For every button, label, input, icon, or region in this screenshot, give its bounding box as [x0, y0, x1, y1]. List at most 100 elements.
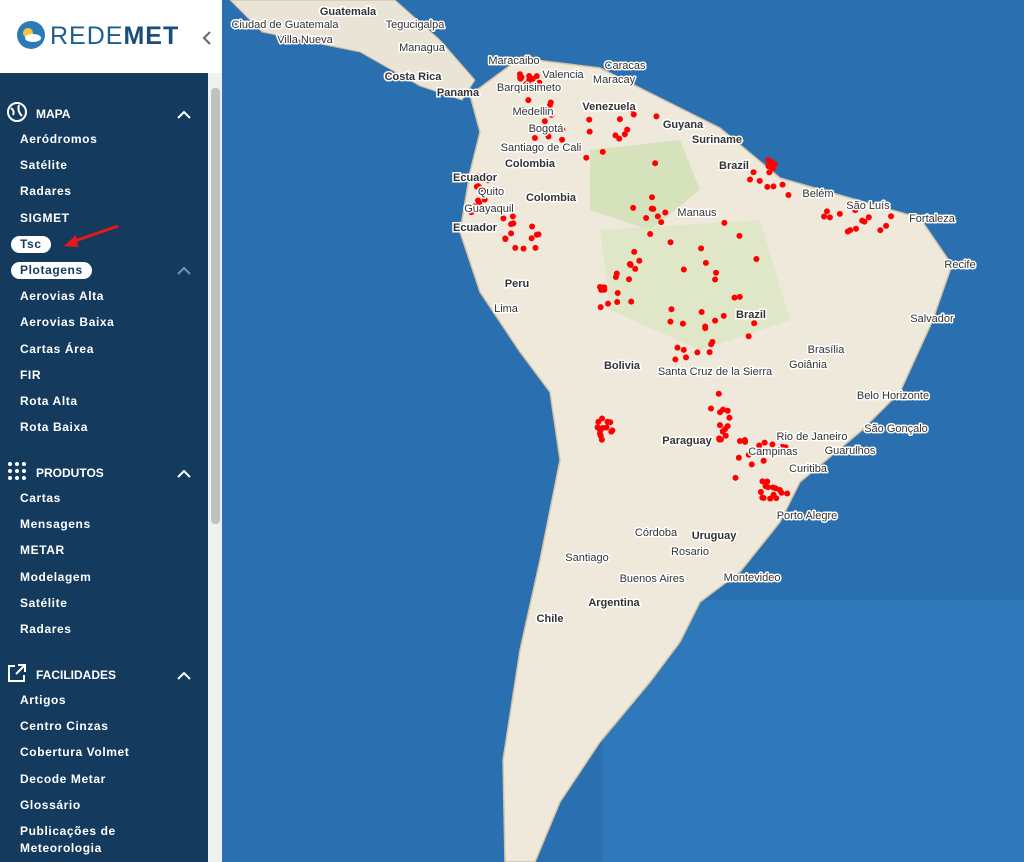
storm-marker[interactable]: [586, 116, 593, 123]
storm-marker[interactable]: [630, 204, 637, 211]
menu-item[interactable]: Cartas Área: [20, 341, 94, 356]
chevron[interactable]: [177, 266, 191, 276]
storm-marker[interactable]: [629, 106, 636, 113]
menu-item[interactable]: Publicações de Meteorologia: [20, 824, 116, 855]
storm-marker[interactable]: [591, 105, 598, 112]
storm-marker[interactable]: [773, 495, 780, 502]
storm-marker[interactable]: [747, 176, 754, 183]
storm-marker[interactable]: [702, 259, 709, 266]
storm-marker[interactable]: [605, 300, 612, 307]
storm-marker[interactable]: [607, 419, 614, 426]
storm-marker[interactable]: [672, 356, 679, 363]
storm-marker[interactable]: [614, 299, 621, 306]
storm-marker[interactable]: [541, 118, 548, 125]
storm-marker[interactable]: [748, 461, 755, 468]
storm-marker[interactable]: [679, 320, 686, 327]
storm-marker[interactable]: [612, 274, 619, 281]
storm-marker[interactable]: [594, 424, 601, 431]
storm-marker[interactable]: [526, 82, 533, 89]
storm-marker[interactable]: [625, 276, 632, 283]
storm-marker[interactable]: [745, 333, 752, 340]
storm-marker[interactable]: [753, 255, 760, 262]
storm-marker[interactable]: [722, 432, 729, 439]
storm-marker[interactable]: [473, 183, 480, 190]
menu-item[interactable]: Aerovias Alta: [20, 289, 105, 304]
storm-marker[interactable]: [736, 438, 743, 445]
storm-marker[interactable]: [535, 231, 542, 238]
storm-marker[interactable]: [598, 286, 605, 293]
storm-marker[interactable]: [650, 205, 657, 212]
menu-item[interactable]: SIGMET: [20, 210, 70, 225]
storm-marker[interactable]: [764, 183, 771, 190]
storm-marker[interactable]: [546, 102, 553, 109]
storm-marker[interactable]: [674, 344, 681, 351]
storm-marker[interactable]: [667, 239, 674, 246]
storm-marker[interactable]: [654, 213, 661, 220]
storm-marker[interactable]: [732, 474, 739, 481]
scrollbar-thumb[interactable]: [211, 88, 220, 524]
menu-item[interactable]: Radares: [20, 622, 72, 636]
menu-item[interactable]: Modelagem: [20, 569, 92, 584]
section-title[interactable]: PRODUTOS: [36, 466, 104, 480]
storm-marker[interactable]: [532, 244, 539, 251]
storm-marker[interactable]: [760, 494, 767, 501]
storm-marker[interactable]: [769, 441, 776, 448]
storm-marker[interactable]: [500, 215, 507, 222]
storm-marker[interactable]: [764, 478, 771, 485]
storm-marker[interactable]: [715, 390, 722, 397]
storm-marker[interactable]: [680, 266, 687, 273]
section-title[interactable]: MAPA: [36, 107, 71, 121]
storm-marker[interactable]: [545, 133, 552, 140]
storm-marker[interactable]: [821, 213, 828, 220]
menu-item[interactable]: METAR: [20, 543, 65, 558]
storm-marker[interactable]: [652, 160, 659, 167]
storm-marker[interactable]: [767, 495, 774, 502]
storm-marker[interactable]: [631, 248, 638, 255]
storm-marker[interactable]: [653, 113, 660, 120]
storm-marker[interactable]: [724, 423, 731, 430]
storm-marker[interactable]: [735, 454, 742, 461]
storm-marker[interactable]: [667, 318, 674, 325]
menu-item[interactable]: Rota Alta: [20, 394, 78, 408]
storm-marker[interactable]: [765, 157, 772, 164]
storm-marker[interactable]: [627, 262, 634, 269]
menu-item[interactable]: Aeródromos: [20, 132, 98, 146]
storm-marker[interactable]: [608, 428, 615, 435]
menu-item[interactable]: Satélite: [20, 158, 68, 173]
storm-marker[interactable]: [662, 209, 669, 216]
storm-marker[interactable]: [525, 97, 532, 104]
storm-marker[interactable]: [716, 422, 723, 429]
storm-marker[interactable]: [647, 231, 654, 238]
storm-marker[interactable]: [836, 210, 843, 217]
storm-marker[interactable]: [712, 317, 719, 324]
storm-marker[interactable]: [717, 409, 724, 416]
storm-marker[interactable]: [769, 165, 776, 172]
storm-marker[interactable]: [520, 245, 527, 252]
storm-marker[interactable]: [702, 325, 709, 332]
storm-marker[interactable]: [760, 457, 767, 464]
storm-marker[interactable]: [741, 437, 748, 444]
storm-marker[interactable]: [597, 304, 604, 311]
storm-marker[interactable]: [852, 207, 859, 214]
storm-marker[interactable]: [668, 306, 675, 313]
storm-marker[interactable]: [750, 169, 757, 176]
storm-marker[interactable]: [736, 232, 743, 239]
storm-marker[interactable]: [583, 154, 590, 161]
storm-marker[interactable]: [621, 131, 628, 138]
storm-marker[interactable]: [771, 160, 778, 167]
storm-marker[interactable]: [698, 245, 705, 252]
storm-marker[interactable]: [708, 405, 715, 412]
storm-marker[interactable]: [731, 294, 738, 301]
storm-marker[interactable]: [779, 181, 786, 188]
storm-marker[interactable]: [756, 177, 763, 184]
storm-marker[interactable]: [859, 217, 866, 224]
menu-item[interactable]: Tsc: [11, 235, 51, 253]
menu-item[interactable]: Glossário: [20, 797, 81, 812]
storm-marker[interactable]: [680, 346, 687, 353]
menu-item[interactable]: Rota Baixa: [20, 420, 89, 435]
storm-marker[interactable]: [751, 320, 758, 327]
collapse-button[interactable]: [201, 30, 213, 46]
storm-marker[interactable]: [548, 111, 555, 118]
storm-marker[interactable]: [551, 125, 558, 132]
storm-marker[interactable]: [770, 183, 777, 190]
